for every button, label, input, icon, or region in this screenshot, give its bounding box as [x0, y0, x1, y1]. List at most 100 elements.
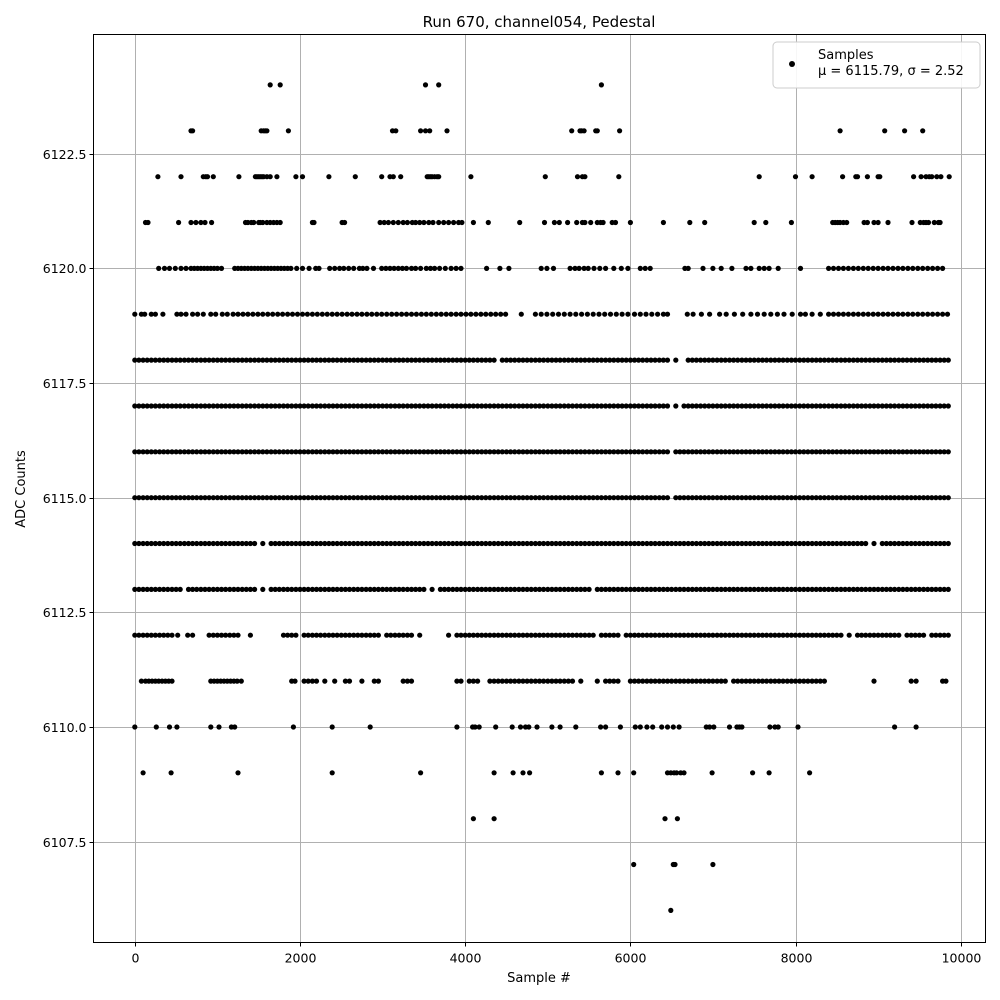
data-point: [850, 265, 857, 271]
data-point: [169, 403, 175, 409]
data-point: [392, 403, 398, 409]
data-point: [404, 495, 410, 501]
data-point: [534, 724, 540, 730]
data-point: [408, 495, 415, 501]
data-point: [556, 219, 562, 226]
data-point: [393, 128, 399, 134]
data-point: [536, 540, 543, 547]
data-point: [904, 403, 910, 409]
data-point: [590, 311, 596, 317]
data-point: [636, 540, 642, 547]
data-point: [351, 357, 357, 363]
data-point: [491, 495, 497, 501]
data-point: [904, 357, 910, 363]
data-point: [425, 495, 431, 501]
data-point: [293, 586, 299, 593]
data-point: [685, 357, 691, 363]
data-point: [933, 403, 939, 409]
data-point: [346, 403, 353, 409]
data-point: [516, 449, 522, 455]
data-point: [169, 495, 175, 501]
data-point: [623, 403, 629, 409]
data-point: [536, 449, 543, 455]
data-point: [541, 357, 547, 363]
data-point: [322, 357, 328, 363]
data-point: [865, 265, 871, 271]
data-point: [619, 495, 625, 501]
data-point: [355, 632, 361, 638]
data-point: [223, 403, 229, 409]
data-point: [470, 219, 476, 226]
data-point: [871, 403, 877, 409]
data-point: [677, 495, 683, 501]
data-point: [598, 82, 605, 88]
data-point: [714, 540, 720, 547]
data-point: [176, 219, 182, 226]
data-point: [870, 265, 876, 271]
data-point: [384, 540, 390, 547]
data-point: [569, 403, 576, 409]
data-point: [549, 449, 555, 455]
data-point: [223, 586, 229, 593]
data-point: [550, 265, 557, 271]
data-point: [520, 403, 526, 409]
data-point: [160, 311, 166, 317]
data-point: [318, 586, 324, 593]
data-point: [821, 403, 828, 409]
data-point: [669, 632, 675, 638]
data-point: [644, 678, 650, 684]
data-point: [674, 816, 681, 822]
data-point: [169, 357, 175, 363]
data-point: [915, 311, 921, 317]
data-point: [673, 540, 679, 547]
data-point: [553, 403, 559, 409]
data-point: [574, 219, 580, 226]
data-point: [214, 403, 220, 409]
data-point: [693, 678, 700, 684]
data-point: [437, 403, 443, 409]
data-point: [297, 357, 303, 363]
data-point: [512, 540, 518, 547]
data-point: [520, 449, 526, 455]
data-point: [702, 357, 708, 363]
data-point: [761, 265, 767, 271]
data-point: [835, 311, 842, 317]
data-point: [615, 357, 621, 363]
data-point: [342, 632, 348, 638]
data-point: [252, 403, 258, 409]
data-point: [214, 495, 220, 501]
data-point: [198, 449, 204, 455]
data-point: [574, 449, 580, 455]
data-point: [359, 311, 365, 317]
data-point: [677, 678, 683, 684]
data-point: [772, 449, 778, 455]
data-point: [776, 540, 782, 547]
data-point: [883, 403, 890, 409]
data-point: [557, 449, 563, 455]
data-point: [433, 495, 439, 501]
data-point: [826, 403, 832, 409]
data-point: [871, 219, 877, 226]
data-point: [867, 449, 873, 455]
data-point: [346, 678, 353, 684]
data-point: [925, 265, 931, 271]
data-point: [863, 632, 869, 638]
data-point: [710, 449, 716, 455]
data-point: [805, 357, 811, 363]
data-point: [714, 678, 720, 684]
data-point: [152, 357, 158, 363]
data-point: [322, 632, 328, 638]
data-point: [483, 586, 489, 593]
data-point: [729, 265, 735, 271]
data-point: [177, 403, 183, 409]
data-point: [429, 403, 435, 409]
data-point: [454, 357, 460, 363]
data-point: [392, 449, 398, 455]
data-point: [879, 495, 885, 501]
data-point: [239, 357, 245, 363]
data-point: [768, 586, 774, 593]
data-point: [384, 586, 390, 593]
data-point: [157, 449, 163, 455]
data-point: [764, 586, 770, 593]
data-point: [301, 495, 307, 501]
